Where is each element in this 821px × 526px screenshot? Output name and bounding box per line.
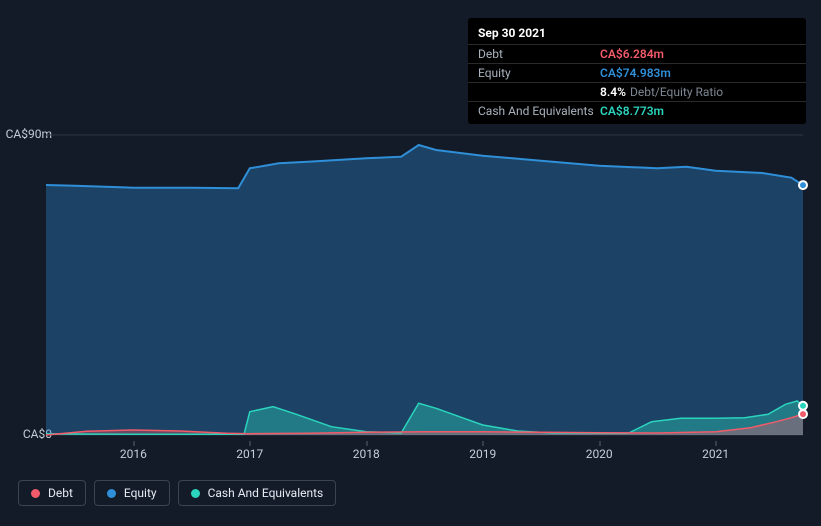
tooltip-row: 8.4%Debt/Equity Ratio	[468, 83, 806, 102]
tooltip-row: DebtCA$6.284m	[468, 45, 806, 64]
tooltip-value: CA$8.773m	[600, 104, 664, 118]
tooltip-subtext: Debt/Equity Ratio	[630, 85, 723, 99]
chart-area	[46, 135, 803, 435]
cash-end-marker	[799, 402, 807, 410]
x-axis-tick: 2020	[586, 447, 613, 461]
equity-dot-icon	[107, 489, 116, 498]
legend-item-cash[interactable]: Cash And Equivalents	[178, 480, 337, 506]
x-axis-tick: 2021	[702, 447, 729, 461]
tooltip-label: Debt	[478, 47, 600, 61]
x-axis-tick: 2019	[469, 447, 496, 461]
chart-legend: Debt Equity Cash And Equivalents	[18, 480, 336, 506]
tooltip-label: Equity	[478, 66, 600, 80]
x-axis-tick: 2018	[353, 447, 380, 461]
debt-dot-icon	[31, 489, 40, 498]
y-axis-label: CA$90m	[2, 127, 52, 141]
legend-label: Equity	[124, 486, 157, 500]
tooltip-value: CA$74.983m	[600, 66, 671, 80]
tooltip-row: Cash And EquivalentsCA$8.773m	[468, 102, 806, 120]
chart-tooltip: Sep 30 2021 DebtCA$6.284mEquityCA$74.983…	[468, 18, 806, 124]
tooltip-value: CA$6.284m	[600, 47, 664, 61]
legend-label: Debt	[48, 486, 73, 500]
area-chart-svg	[46, 135, 803, 435]
cash-dot-icon	[191, 489, 200, 498]
tooltip-label: Cash And Equivalents	[478, 104, 600, 118]
legend-item-debt[interactable]: Debt	[18, 480, 86, 506]
legend-label: Cash And Equivalents	[208, 486, 324, 500]
tooltip-label	[478, 85, 600, 99]
equity-end-marker	[799, 181, 807, 189]
x-axis: 2016 2017 2018 2019 2020 2021	[46, 440, 803, 460]
tooltip-date: Sep 30 2021	[468, 22, 806, 45]
legend-item-equity[interactable]: Equity	[94, 480, 170, 506]
x-axis-tick: 2017	[236, 447, 263, 461]
x-axis-tick: 2016	[120, 447, 147, 461]
tooltip-value: 8.4%Debt/Equity Ratio	[600, 85, 723, 99]
debt-end-marker	[799, 410, 807, 418]
tooltip-row: EquityCA$74.983m	[468, 64, 806, 83]
y-axis-label: CA$0	[2, 427, 52, 441]
